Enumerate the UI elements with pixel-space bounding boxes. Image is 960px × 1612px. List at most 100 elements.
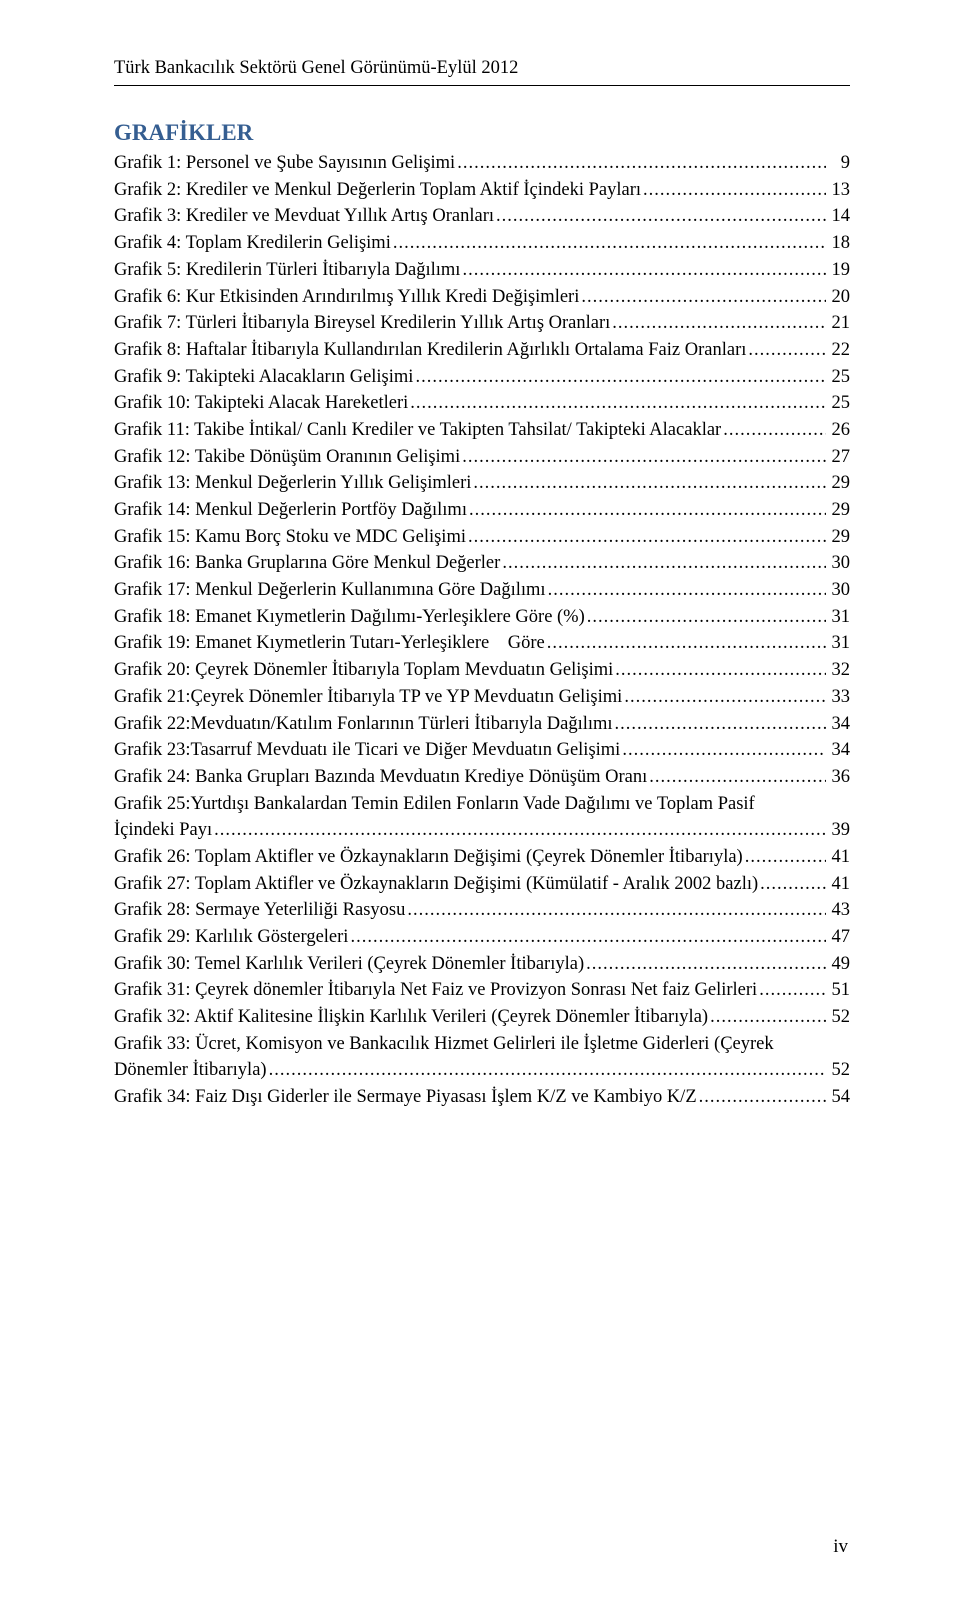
toc-entry: Grafik 15: Kamu Borç Stoku ve MDC Gelişi… bbox=[114, 524, 850, 551]
toc-page: 20 bbox=[826, 288, 850, 307]
toc-leader bbox=[467, 501, 826, 520]
toc-entry: Grafik 18: Emanet Kıymetlerin Dağılımı-Y… bbox=[114, 604, 850, 631]
toc-leader bbox=[545, 634, 826, 653]
toc-entry: Grafik 10: Takipteki Alacak Hareketleri2… bbox=[114, 390, 850, 417]
toc-entry: Grafik 23:Tasarruf Mevduatı ile Ticari v… bbox=[114, 737, 850, 764]
toc-entry: Grafik 7: Türleri İtibarıyla Bireysel Kr… bbox=[114, 310, 850, 337]
toc-label: Grafik 20: Çeyrek Dönemler İtibarıyla To… bbox=[114, 661, 613, 680]
toc-leader bbox=[391, 234, 826, 253]
toc-label: Grafik 21:Çeyrek Dönemler İtibarıyla TP … bbox=[114, 688, 622, 707]
toc-entry: Grafik 31: Çeyrek dönemler İtibarıyla Ne… bbox=[114, 977, 850, 1004]
toc-leader bbox=[584, 955, 826, 974]
toc-page: 30 bbox=[826, 554, 850, 573]
toc-leader bbox=[585, 608, 826, 627]
toc-page: 26 bbox=[826, 421, 850, 440]
toc-page: 47 bbox=[826, 928, 850, 947]
toc-entry: Grafik 1: Personel ve Şube Sayısının Gel… bbox=[114, 150, 850, 177]
toc-entry-line1: Grafik 33: Ücret, Komisyon ve Bankacılık… bbox=[114, 1031, 850, 1058]
toc-entry-line1: Grafik 25:Yurtdışı Bankalardan Temin Edi… bbox=[114, 791, 850, 818]
toc-entry: Grafik 33: Ücret, Komisyon ve Bankacılık… bbox=[114, 1031, 850, 1084]
toc-entry: Grafik 28: Sermaye Yeterliliği Rasyosu43 bbox=[114, 897, 850, 924]
toc-page: 29 bbox=[826, 474, 850, 493]
toc-page: 39 bbox=[826, 821, 850, 840]
toc-label: Grafik 29: Karlılık Göstergeleri bbox=[114, 928, 348, 947]
toc-list: Grafik 1: Personel ve Şube Sayısının Gel… bbox=[114, 150, 850, 1111]
toc-page: 22 bbox=[826, 341, 850, 360]
toc-entry: Grafik 17: Menkul Değerlerin Kullanımına… bbox=[114, 577, 850, 604]
toc-leader bbox=[408, 394, 826, 413]
toc-entry: Grafik 32: Aktif Kalitesine İlişkin Karl… bbox=[114, 1004, 850, 1031]
toc-label: Grafik 26: Toplam Aktifler ve Özkaynakla… bbox=[114, 848, 743, 867]
toc-leader bbox=[413, 368, 826, 387]
toc-entry-line2: Dönemler İtibarıyla) 52 bbox=[114, 1057, 850, 1084]
toc-page: 27 bbox=[826, 448, 850, 467]
toc-page: 32 bbox=[826, 661, 850, 680]
toc-entry: Grafik 27: Toplam Aktifler ve Özkaynakla… bbox=[114, 871, 850, 898]
toc-label: Grafik 11: Takibe İntikal/ Canlı Kredile… bbox=[114, 421, 721, 440]
toc-label: Grafik 7: Türleri İtibarıyla Bireysel Kr… bbox=[114, 314, 610, 333]
toc-label: Grafik 27: Toplam Aktifler ve Özkaynakla… bbox=[114, 875, 758, 894]
toc-label: Grafik 3: Krediler ve Mevduat Yıllık Art… bbox=[114, 207, 494, 226]
toc-page: 19 bbox=[826, 261, 850, 280]
toc-leader bbox=[348, 928, 826, 947]
toc-label: Grafik 24: Banka Grupları Bazında Mevdua… bbox=[114, 768, 647, 787]
toc-label: Grafik 13: Menkul Değerlerin Yıllık Geli… bbox=[114, 474, 471, 493]
toc-label: Grafik 1: Personel ve Şube Sayısının Gel… bbox=[114, 154, 455, 173]
toc-label: Grafik 19: Emanet Kıymetlerin Tutarı-Yer… bbox=[114, 634, 545, 653]
toc-leader bbox=[494, 207, 826, 226]
running-head: Türk Bankacılık Sektörü Genel Görünümü-E… bbox=[114, 58, 850, 79]
toc-page: 54 bbox=[826, 1088, 850, 1107]
toc-page: 52 bbox=[826, 1008, 850, 1027]
toc-page: 21 bbox=[826, 314, 850, 333]
toc-page: 41 bbox=[826, 875, 850, 894]
toc-leader bbox=[641, 181, 826, 200]
toc-leader bbox=[697, 1088, 826, 1107]
toc-page: 33 bbox=[826, 688, 850, 707]
toc-leader bbox=[757, 981, 826, 1000]
toc-page: 9 bbox=[826, 154, 850, 173]
toc-leader bbox=[743, 848, 826, 867]
toc-page: 36 bbox=[826, 768, 850, 787]
toc-entry: Grafik 6: Kur Etkisinden Arındırılmış Yı… bbox=[114, 283, 850, 310]
toc-label: Grafik 30: Temel Karlılık Verileri (Çeyr… bbox=[114, 955, 584, 974]
toc-leader bbox=[466, 528, 826, 547]
toc-leader bbox=[647, 768, 826, 787]
toc-label: Grafik 9: Takipteki Alacakların Gelişimi bbox=[114, 368, 413, 387]
header-rule bbox=[114, 85, 850, 86]
toc-leader bbox=[212, 821, 826, 840]
toc-page: 51 bbox=[826, 981, 850, 1000]
toc-leader bbox=[267, 1061, 826, 1080]
toc-page: 52 bbox=[826, 1061, 850, 1080]
toc-label: Grafik 33: Ücret, Komisyon ve Bankacılık… bbox=[114, 1035, 774, 1054]
toc-leader bbox=[622, 688, 826, 707]
toc-leader bbox=[746, 341, 826, 360]
toc-label: Grafik 6: Kur Etkisinden Arındırılmış Yı… bbox=[114, 288, 579, 307]
toc-entry: Grafik 16: Banka Gruplarına Göre Menkul … bbox=[114, 550, 850, 577]
toc-entry: Grafik 4: Toplam Kredilerin Gelişimi18 bbox=[114, 230, 850, 257]
toc-label: Dönemler İtibarıyla) bbox=[114, 1061, 267, 1080]
toc-label: Grafik 34: Faiz Dışı Giderler ile Sermay… bbox=[114, 1088, 697, 1107]
toc-leader bbox=[460, 448, 826, 467]
toc-entry: Grafik 25:Yurtdışı Bankalardan Temin Edi… bbox=[114, 791, 850, 844]
toc-label: Grafik 23:Tasarruf Mevduatı ile Ticari v… bbox=[114, 741, 620, 760]
toc-label: Grafik 25:Yurtdışı Bankalardan Temin Edi… bbox=[114, 795, 755, 814]
toc-page: 14 bbox=[826, 207, 850, 226]
toc-entry: Grafik 9: Takipteki Alacakların Gelişimi… bbox=[114, 364, 850, 391]
toc-page: 31 bbox=[826, 608, 850, 627]
toc-entry: Grafik 14: Menkul Değerlerin Portföy Dağ… bbox=[114, 497, 850, 524]
toc-entry: Grafik 26: Toplam Aktifler ve Özkaynakla… bbox=[114, 844, 850, 871]
toc-label: Grafik 22:Mevduatın/Katılım Fonlarının T… bbox=[114, 715, 613, 734]
toc-label: Grafik 14: Menkul Değerlerin Portföy Dağ… bbox=[114, 501, 467, 520]
toc-leader bbox=[610, 314, 826, 333]
toc-leader bbox=[613, 715, 826, 734]
toc-label: Grafik 16: Banka Gruplarına Göre Menkul … bbox=[114, 554, 500, 573]
toc-page: 13 bbox=[826, 181, 850, 200]
toc-entry: Grafik 22:Mevduatın/Katılım Fonlarının T… bbox=[114, 710, 850, 737]
toc-page: 30 bbox=[826, 581, 850, 600]
toc-label: Grafik 5: Kredilerin Türleri İtibarıyla … bbox=[114, 261, 460, 280]
toc-label: Grafik 28: Sermaye Yeterliliği Rasyosu bbox=[114, 901, 405, 920]
toc-leader bbox=[708, 1008, 826, 1027]
toc-entry: Grafik 19: Emanet Kıymetlerin Tutarı-Yer… bbox=[114, 630, 850, 657]
toc-label: Grafik 17: Menkul Değerlerin Kullanımına… bbox=[114, 581, 546, 600]
toc-entry: Grafik 21:Çeyrek Dönemler İtibarıyla TP … bbox=[114, 684, 850, 711]
